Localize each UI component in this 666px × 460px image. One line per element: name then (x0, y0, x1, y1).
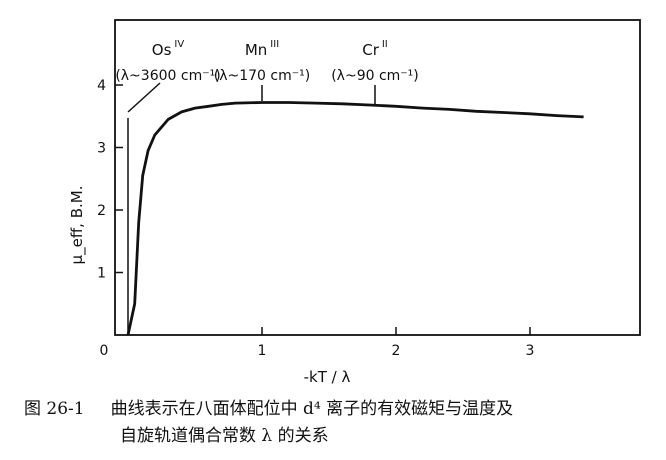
coupling-constant-label: (λ~90 cm⁻¹) (331, 68, 419, 84)
caption-line-1: 曲线表示在八面体配位中 d⁴ 离子的有效磁矩与温度及 (110, 399, 514, 419)
y-axis: 1 2 3 4 (97, 78, 123, 282)
coupling-constant-label: (λ~170 cm⁻¹) (214, 68, 310, 84)
chart: 1 2 3 4 0 1 2 3 μ_eff, B.M. -kT / λ Os IV (λ~360… (68, 19, 641, 386)
ion-label: Cr II (362, 39, 388, 59)
ion-label: Os IV (152, 39, 185, 59)
coupling-constant-label: (λ~3600 cm⁻¹) (115, 68, 220, 84)
plot-frame (114, 19, 641, 336)
series-line (126, 101, 584, 336)
ion-label: Mn III (245, 39, 279, 59)
y-axis-label: μ_eff, B.M. (68, 186, 87, 265)
y-tick-label: 1 (97, 266, 106, 282)
y-tick-label: 2 (97, 203, 106, 219)
annotation-leader-line (127, 82, 161, 113)
figure-caption: 图 26-1 曲线表示在八面体配位中 d⁴ 离子的有效磁矩与温度及 自旋轨道偶合常… (24, 396, 654, 450)
y-tick-label: 3 (97, 141, 106, 157)
ion-annotations: Os IV (λ~3600 cm⁻¹) Mn III (λ~170 cm⁻¹) Cr II (λ… (115, 39, 419, 335)
x-axis-label: -kT / λ (304, 368, 351, 386)
x-tick-label: 0 (100, 343, 109, 359)
figure-number: 图 26-1 (24, 399, 85, 419)
x-tick-label: 3 (526, 343, 535, 359)
x-tick-label: 1 (258, 343, 267, 359)
x-tick-label: 2 (392, 343, 401, 359)
caption-line-2: 自旋轨道偶合常数 λ 的关系 (120, 426, 329, 446)
y-tick-label: 4 (97, 78, 106, 94)
x-axis: 0 1 2 3 (100, 327, 535, 359)
